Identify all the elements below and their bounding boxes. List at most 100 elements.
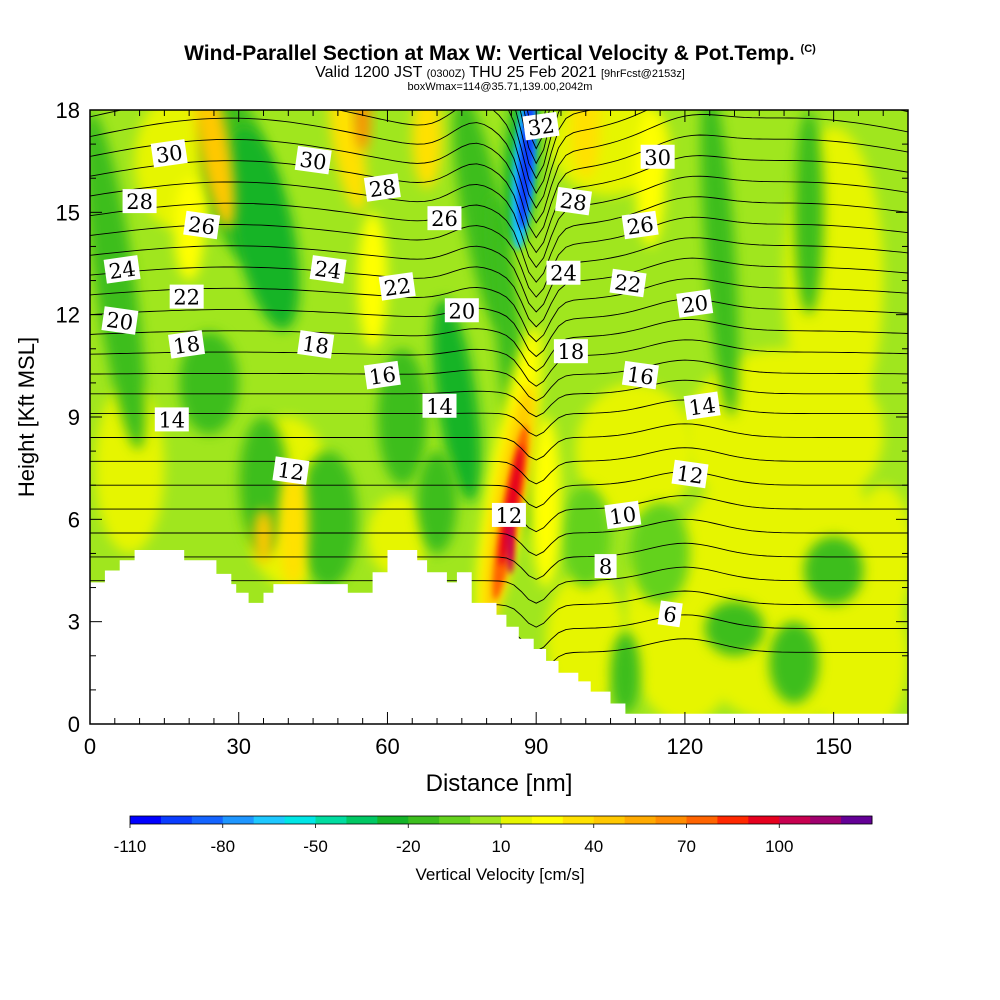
pot-temp-contour xyxy=(90,196,908,283)
pot-temp-label: 14 xyxy=(683,391,721,421)
pot-temp-label: 18 xyxy=(168,330,206,359)
pot-temp-label-text: 26 xyxy=(431,207,458,231)
pot-temp-label: 30 xyxy=(640,144,675,170)
pot-temp-label-text: 8 xyxy=(599,555,612,579)
pot-temp-label-box xyxy=(671,459,709,489)
pot-temp-label-box xyxy=(522,111,560,141)
pot-temp-label: 28 xyxy=(554,186,593,216)
pot-temp-label: 12 xyxy=(272,456,310,485)
pot-temp-label-text: 24 xyxy=(550,262,577,286)
velocity-cell xyxy=(610,631,641,714)
pot-temp-label-box xyxy=(554,186,593,216)
x-tick-label: 0 xyxy=(84,734,96,759)
colorbar-swatch xyxy=(439,816,471,824)
y-tick-label: 18 xyxy=(56,98,80,123)
colorbar-swatch xyxy=(315,816,347,824)
y-tick-label: 0 xyxy=(68,712,80,737)
terrain xyxy=(90,550,908,724)
velocity-cell xyxy=(630,502,690,605)
pot-temp-label-text: 32 xyxy=(526,113,556,140)
pot-temp-label-text: 22 xyxy=(173,286,200,310)
colorbar-swatch xyxy=(253,816,286,824)
velocity-cell xyxy=(417,451,457,554)
colorbar-tick-label: 100 xyxy=(765,837,793,856)
chart-title: Wind-Parallel Section at Max W: Vertical… xyxy=(184,42,816,65)
title-block: Wind-Parallel Section at Max W: Vertical… xyxy=(0,38,1000,93)
pot-temp-label-box xyxy=(640,144,675,169)
pot-temp-label-text: 28 xyxy=(558,188,588,215)
pot-temp-contour xyxy=(90,216,908,298)
pot-temp-label: 8 xyxy=(594,554,617,579)
velocity-cell xyxy=(570,110,601,179)
velocity-cell xyxy=(412,110,442,189)
colorbar-swatch xyxy=(346,816,378,824)
pot-temp-contour xyxy=(90,298,908,358)
colorbar-swatch xyxy=(408,816,440,824)
pot-temp-label: 26 xyxy=(621,210,659,240)
pot-temp-label-box xyxy=(444,298,479,323)
pot-temp-label-text: 6 xyxy=(662,602,679,628)
pot-temp-label-box xyxy=(183,210,221,240)
pot-temp-label-text: 18 xyxy=(301,332,331,359)
pot-temp-contour xyxy=(90,278,908,343)
pot-temp-label-text: 14 xyxy=(687,393,717,420)
pot-temp-label-text: 24 xyxy=(107,257,137,284)
velocity-cell xyxy=(355,110,371,151)
velocity-cell xyxy=(853,485,908,622)
colorbar-swatch xyxy=(655,816,687,824)
pot-temp-contour xyxy=(90,318,908,372)
pot-temp-label-box xyxy=(427,206,462,231)
velocity-cell xyxy=(253,509,274,564)
pot-temp-contour xyxy=(90,237,908,313)
axes: 0 30 60 90 120 150 0 3 6 9 12 15 18 xyxy=(56,98,909,759)
pot-temp-contour xyxy=(90,114,908,224)
pot-temp-label: 22 xyxy=(169,284,204,310)
velocity-cell xyxy=(531,417,561,588)
pot-temp-label-box xyxy=(103,255,141,284)
pot-temp-label: 28 xyxy=(363,173,401,202)
pot-temp-label: 12 xyxy=(491,502,526,528)
pot-temp-label-text: 30 xyxy=(644,146,671,170)
pot-temp-label-box xyxy=(621,360,659,390)
pot-temp-label: 14 xyxy=(422,393,457,419)
pot-temp-label: 14 xyxy=(154,407,189,432)
pot-temp-label-box xyxy=(272,456,310,485)
pot-temp-label-text: 26 xyxy=(187,212,217,239)
pot-temp-label-box xyxy=(122,189,157,214)
pot-temp-label-text: 14 xyxy=(426,395,453,419)
pot-temp-label-text: 12 xyxy=(675,461,705,488)
pot-temp-label-box xyxy=(363,360,401,390)
velocity-cell xyxy=(635,110,666,247)
pot-temp-contour xyxy=(90,175,908,269)
velocity-cell xyxy=(94,382,165,554)
colorbar-swatch xyxy=(222,816,255,824)
pot-temp-label: 16 xyxy=(621,360,659,390)
y-tick-label: 3 xyxy=(68,610,80,635)
colorbar-swatch xyxy=(624,816,657,824)
velocity-cell xyxy=(432,298,482,502)
pot-temp-label: 12 xyxy=(671,459,709,489)
pot-temp-contour xyxy=(90,399,908,437)
pot-temp-contour xyxy=(90,518,908,557)
velocity-cell xyxy=(227,129,300,330)
pot-temp-label: 24 xyxy=(546,260,581,286)
box-info-line: boxWmax=114@35.71,139.00,2042m xyxy=(407,81,593,93)
pot-temp-label-text: 22 xyxy=(382,274,412,301)
pot-temp-label: 28 xyxy=(122,189,157,214)
pot-temp-label: 20 xyxy=(101,306,139,335)
velocity-cell xyxy=(803,536,864,605)
pot-temp-label-box xyxy=(294,145,332,175)
pot-temp-label-box xyxy=(169,284,204,309)
colorbar-swatch xyxy=(686,816,718,824)
colorbar-swatch xyxy=(593,816,626,824)
pot-temp-label-box xyxy=(594,554,617,579)
pot-temp-label-text: 14 xyxy=(158,408,185,432)
pot-temp-label-box xyxy=(621,210,659,240)
y-tick-label: 9 xyxy=(68,405,80,430)
pot-temp-label-box xyxy=(609,268,647,298)
colorbar-tick-label: -50 xyxy=(303,837,328,856)
pot-temp-label-box xyxy=(657,600,683,628)
pot-temp-label: 18 xyxy=(297,330,335,359)
pot-temp-label-box xyxy=(676,289,714,318)
